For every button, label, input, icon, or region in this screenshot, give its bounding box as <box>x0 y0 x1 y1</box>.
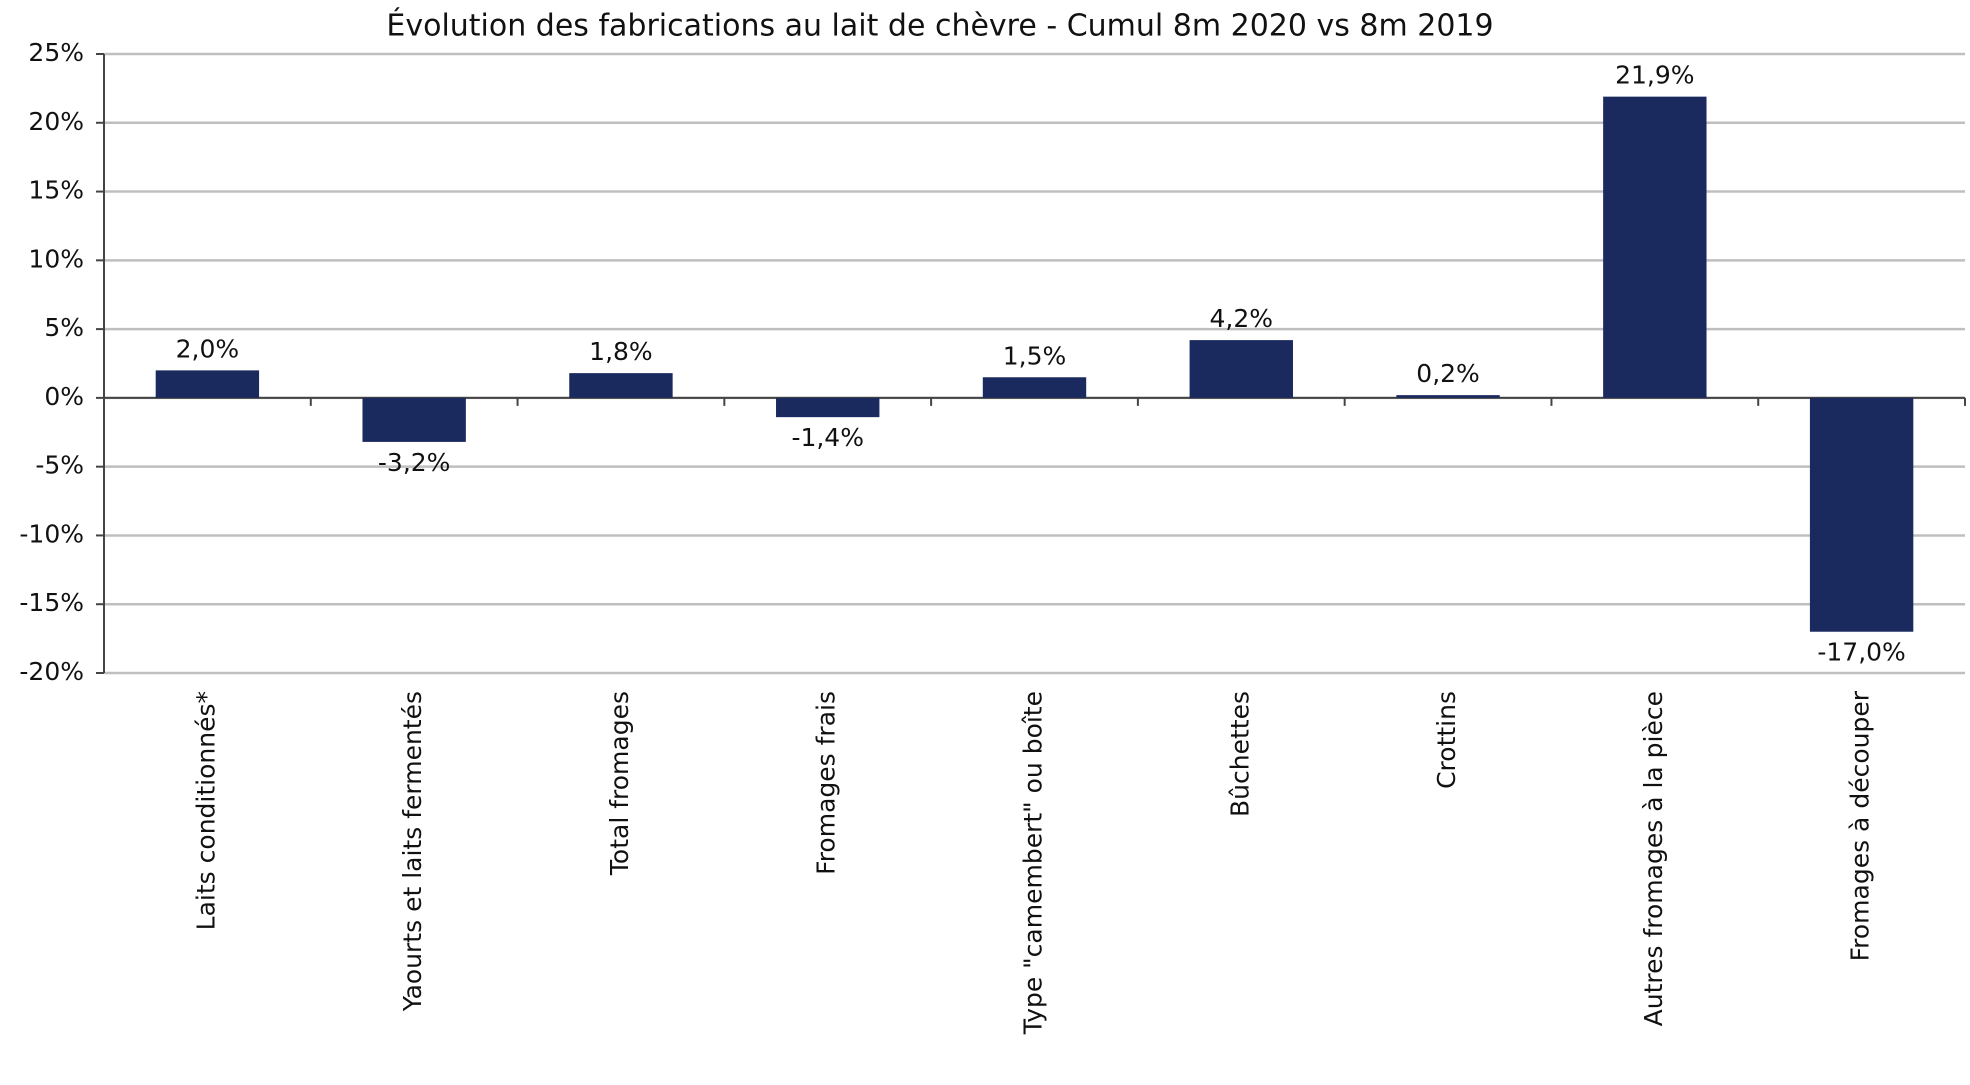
value-label: 4,2% <box>1210 304 1274 333</box>
x-tick-label: Crottins <box>1432 691 1461 789</box>
value-label: 21,9% <box>1615 61 1694 90</box>
bar <box>1603 96 1707 398</box>
y-tick-label: 25% <box>28 38 84 67</box>
x-tick-label: Laits conditionnés* <box>191 691 220 930</box>
y-tick-label: 20% <box>28 107 84 136</box>
y-tick-label: 15% <box>28 176 84 205</box>
x-tick-label: Fromages frais <box>812 691 841 875</box>
bar <box>982 377 1087 398</box>
y-tick-label: -10% <box>19 519 84 548</box>
x-tick-label: Total fromages <box>605 691 634 876</box>
value-label: 0,2% <box>1416 359 1480 388</box>
x-tick-label: Yaourts et laits fermentés <box>398 691 427 1012</box>
value-label: 1,5% <box>1003 341 1067 370</box>
x-tick-label: Autres fromages à la pièce <box>1639 691 1668 1026</box>
bar <box>1396 395 1500 398</box>
bar <box>1189 340 1293 398</box>
value-label: -3,2% <box>378 448 451 477</box>
bar <box>155 370 260 398</box>
x-tick-label: Bûchettes <box>1225 691 1254 817</box>
x-tick-label: Fromages à découper <box>1846 690 1875 961</box>
bar <box>1809 397 1914 632</box>
y-tick-label: -5% <box>35 451 84 480</box>
value-label: 2,0% <box>176 334 240 363</box>
y-tick-label: 10% <box>28 244 84 273</box>
value-label: 1,8% <box>589 337 653 366</box>
value-label: -17,0% <box>1817 638 1905 667</box>
y-tick-label: -20% <box>19 657 84 686</box>
bar <box>569 373 673 398</box>
bar <box>776 397 880 418</box>
value-label: -1,4% <box>791 423 864 452</box>
chart-title: Évolution des fabrications au lait de ch… <box>386 8 1493 44</box>
y-tick-label: 5% <box>44 313 84 342</box>
y-tick-label: 0% <box>44 382 84 411</box>
bar <box>362 397 466 442</box>
y-tick-label: -15% <box>19 588 84 617</box>
x-tick-label: Type "camembert" ou boîte <box>1019 691 1048 1035</box>
